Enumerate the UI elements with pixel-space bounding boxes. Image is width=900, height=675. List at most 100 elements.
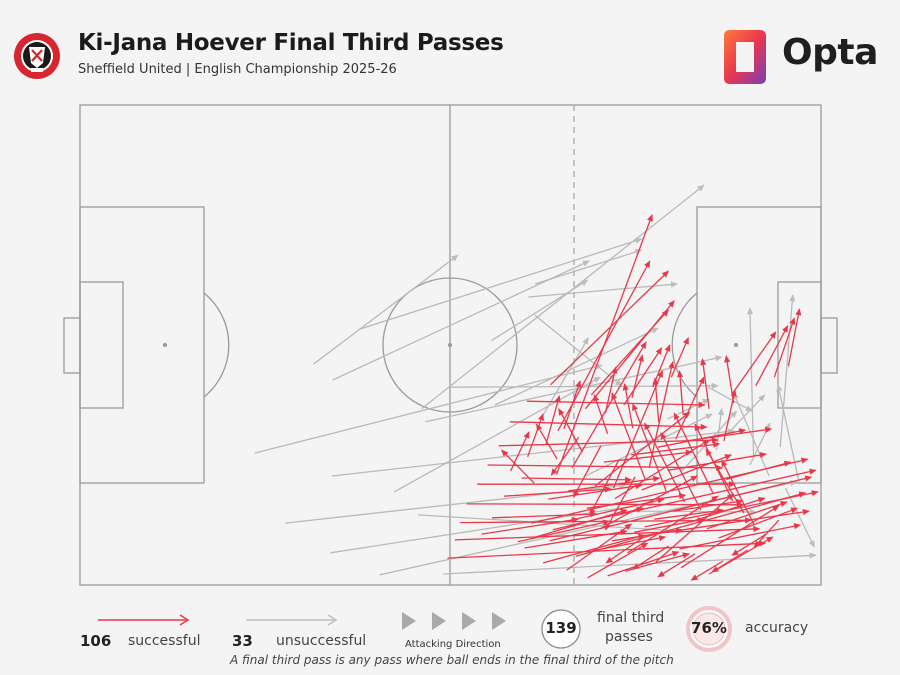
total-passes-label-line2: passes xyxy=(605,629,653,645)
successful-pass-72 xyxy=(724,355,735,404)
successful-pass-25 xyxy=(491,511,598,519)
successful-pass-92 xyxy=(526,400,706,408)
successful-pass-44 xyxy=(535,508,628,538)
unsuccessful-pass-23 xyxy=(776,384,800,481)
successful-pass-87 xyxy=(753,519,780,548)
attacking-direction-arrows-icon xyxy=(402,612,506,630)
successful-count: 106 xyxy=(80,632,112,650)
successful-pass-77 xyxy=(563,380,582,430)
successful-pass-104 xyxy=(613,468,817,517)
successful-pass-23 xyxy=(521,476,633,483)
unsuccessful-pass-19 xyxy=(667,398,710,420)
successful-pass-67 xyxy=(593,394,609,435)
successful-label: successful xyxy=(128,633,201,649)
successful-pass-5 xyxy=(623,347,663,406)
pitch-markings xyxy=(63,104,838,586)
left-goal xyxy=(63,317,81,374)
unsuccessful-pass-32 xyxy=(708,386,753,412)
successful-pass-45 xyxy=(517,519,610,543)
successful-pass-69 xyxy=(652,377,660,422)
successful-arrow-key xyxy=(98,614,190,626)
unsuccessful-pass-12 xyxy=(421,184,705,410)
successful-pass-66 xyxy=(558,408,583,453)
successful-pass-74 xyxy=(631,354,644,398)
unsuccessful-pass-16 xyxy=(534,314,623,387)
successful-pass-68 xyxy=(622,383,634,429)
header: Ki-Jana Hoever Final Third Passes Sheffi… xyxy=(0,0,900,100)
page-title: Ki-Jana Hoever Final Third Passes xyxy=(78,30,504,56)
right-penalty-spot xyxy=(733,342,739,348)
successful-pass-83 xyxy=(657,553,696,578)
accuracy-ring-icon xyxy=(686,606,732,652)
successful-pass-31 xyxy=(607,550,680,577)
successful-pass-86 xyxy=(731,533,767,556)
successful-pass-52 xyxy=(611,392,647,481)
left-six-yard-box xyxy=(79,281,124,409)
unsuccessful-pass-29 xyxy=(494,327,659,406)
successful-pass-2 xyxy=(584,300,675,410)
successful-pass-20 xyxy=(680,505,780,569)
successful-passes xyxy=(447,214,819,581)
successful-pass-10 xyxy=(675,376,705,440)
opta-wordmark: Opta xyxy=(782,32,878,73)
successful-pass-76 xyxy=(670,337,689,378)
successful-pass-53 xyxy=(632,403,667,492)
successful-pass-88 xyxy=(732,331,777,394)
successful-pass-73 xyxy=(604,366,618,414)
successful-pass-61 xyxy=(572,445,602,498)
legend: 106 successful 33 unsuccessful Attacking… xyxy=(0,600,900,675)
opta-logo-icon xyxy=(724,30,766,84)
successful-pass-7 xyxy=(571,341,647,469)
unsuccessful-pass-25 xyxy=(733,392,770,477)
successful-pass-90 xyxy=(773,317,796,378)
successful-pass-4 xyxy=(550,270,669,386)
successful-pass-59 xyxy=(721,459,755,526)
successful-pass-64 xyxy=(501,449,535,484)
successful-pass-91 xyxy=(787,308,802,367)
successful-pass-93 xyxy=(509,421,708,431)
unsuccessful-pass-8 xyxy=(393,376,601,493)
successful-pass-22 xyxy=(679,523,802,550)
unsuccessful-pass-28 xyxy=(448,382,719,389)
unsuccessful-pass-6 xyxy=(443,552,817,575)
right-penalty-box xyxy=(696,206,822,484)
successful-pass-6 xyxy=(590,309,669,396)
successful-pass-49 xyxy=(631,441,721,456)
successful-pass-9 xyxy=(648,361,675,469)
total-passes-count: 139 xyxy=(545,619,577,637)
unsuccessful-pass-1 xyxy=(254,363,603,454)
successful-pass-13 xyxy=(614,439,710,500)
successful-pass-75 xyxy=(652,344,671,388)
footnote: A final third pass is any pass where bal… xyxy=(230,653,674,667)
successful-pass-79 xyxy=(526,413,544,458)
successful-pass-99 xyxy=(454,525,761,541)
successful-pass-100 xyxy=(447,540,767,559)
unsuccessful-pass-15 xyxy=(528,281,678,298)
successful-pass-94 xyxy=(498,437,719,447)
total-passes-circle-icon xyxy=(541,609,581,649)
unsuccessful-pass-4 xyxy=(330,500,656,554)
unsuccessful-pass-9 xyxy=(425,355,723,423)
unsuccessful-arrow-key xyxy=(246,614,338,626)
successful-pass-103 xyxy=(575,491,807,557)
successful-pass-40 xyxy=(718,507,799,539)
left-penalty-arc xyxy=(203,292,230,398)
successful-pass-24 xyxy=(503,486,613,497)
unsuccessful-pass-17 xyxy=(539,337,589,421)
unsuccessful-pass-14 xyxy=(534,248,643,285)
total-passes-label-line1: final third xyxy=(597,610,665,626)
successful-pass-71 xyxy=(700,358,710,409)
unsuccessful-pass-11 xyxy=(313,254,459,365)
unsuccessful-pass-2 xyxy=(331,428,736,477)
unsuccessful-pass-13 xyxy=(490,279,589,342)
left-penalty-box xyxy=(79,206,205,484)
unsuccessful-label: unsuccessful xyxy=(276,633,367,649)
successful-pass-70 xyxy=(676,370,684,416)
unsuccessful-pass-30 xyxy=(359,237,643,330)
accuracy-label: accuracy xyxy=(745,620,809,636)
centre-spot xyxy=(447,342,453,348)
right-goal xyxy=(820,317,838,374)
attacking-direction-label: Attacking Direction xyxy=(405,639,501,650)
successful-pass-48 xyxy=(603,449,693,463)
unsuccessful-count: 33 xyxy=(232,632,253,650)
